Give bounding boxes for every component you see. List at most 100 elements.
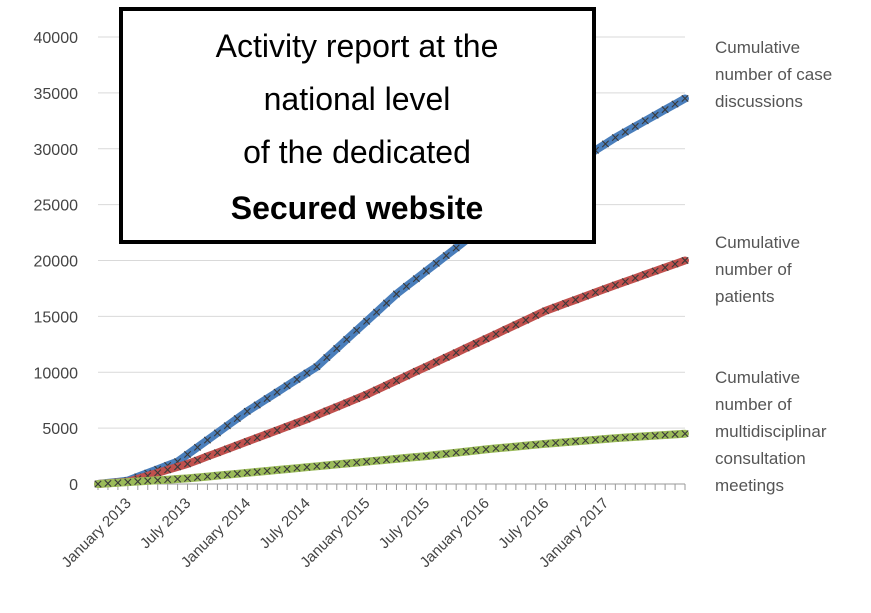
data-point — [621, 433, 629, 442]
data-point — [124, 478, 132, 486]
data-point — [193, 456, 202, 464]
data-point — [223, 422, 231, 430]
y-tick-label: 5000 — [42, 421, 78, 438]
data-point — [183, 474, 192, 483]
data-point — [661, 263, 669, 272]
series-line — [94, 429, 689, 488]
data-point — [273, 466, 281, 474]
series-label-line: consultation — [715, 449, 806, 468]
data-point — [372, 457, 381, 465]
data-point — [402, 372, 411, 380]
data-point — [193, 443, 202, 451]
data-point — [323, 461, 331, 469]
data-point — [552, 303, 560, 311]
data-point — [233, 414, 241, 423]
y-tick-label: 40000 — [34, 30, 79, 47]
series-3 — [94, 429, 689, 488]
data-point — [601, 435, 609, 443]
data-point — [422, 363, 430, 371]
data-point — [681, 430, 689, 438]
data-point — [154, 469, 162, 477]
data-point — [571, 296, 580, 304]
data-point — [611, 434, 619, 442]
data-point — [183, 460, 192, 468]
data-point — [651, 267, 659, 275]
data-point — [313, 462, 321, 470]
x-tick-label: January 2013 — [58, 495, 134, 571]
data-point — [353, 458, 361, 467]
data-point — [432, 451, 440, 459]
data-point — [601, 285, 609, 293]
data-point — [552, 439, 560, 447]
data-point — [442, 252, 450, 260]
data-point — [164, 466, 172, 474]
data-point — [154, 476, 162, 484]
data-point — [243, 469, 251, 477]
series-label-line: patients — [715, 287, 775, 306]
data-point — [532, 441, 540, 449]
data-point — [144, 477, 152, 485]
title-box-frame — [119, 7, 596, 244]
series-label-line: number of — [715, 260, 792, 279]
data-point — [333, 403, 341, 411]
data-point — [631, 274, 639, 282]
data-point — [134, 477, 142, 486]
data-point — [432, 358, 440, 366]
data-point — [542, 440, 550, 448]
data-point — [621, 128, 629, 136]
data-point — [303, 369, 311, 377]
data-point — [363, 458, 371, 466]
data-point — [283, 382, 291, 390]
data-point — [372, 308, 381, 316]
data-point — [412, 367, 420, 375]
data-point — [104, 479, 112, 487]
data-point — [591, 436, 600, 444]
series-label-line: number of case — [715, 65, 832, 84]
series-label-line: Cumulative — [715, 368, 800, 387]
data-point — [442, 450, 450, 458]
data-point — [571, 437, 580, 445]
data-point — [392, 377, 401, 385]
data-point — [323, 407, 331, 415]
data-point — [253, 468, 261, 476]
data-point — [611, 133, 619, 142]
data-point — [223, 445, 231, 453]
data-point — [512, 442, 520, 451]
data-point — [472, 339, 480, 347]
data-point — [273, 388, 281, 396]
data-point — [174, 475, 182, 483]
data-point — [422, 452, 430, 460]
data-point — [402, 454, 411, 462]
title-line-3: of the dedicated — [243, 134, 471, 170]
data-point — [343, 335, 351, 344]
data-point — [333, 344, 341, 353]
data-point — [343, 459, 351, 468]
data-point — [283, 423, 291, 431]
data-point — [213, 429, 221, 437]
data-point — [253, 434, 261, 442]
data-point — [641, 117, 649, 125]
data-point — [671, 260, 679, 268]
y-tick-label: 20000 — [34, 254, 79, 271]
data-point — [472, 446, 480, 455]
y-tick-label: 30000 — [34, 142, 79, 159]
data-point — [313, 363, 321, 371]
data-point — [313, 411, 321, 419]
data-point — [283, 465, 291, 473]
title-line-1: Activity report at the — [216, 28, 499, 64]
data-point — [432, 259, 440, 267]
data-point — [382, 456, 391, 464]
data-point — [372, 386, 381, 394]
data-point — [233, 470, 241, 478]
data-point — [581, 436, 590, 445]
data-point — [243, 407, 251, 415]
y-tick-label: 0 — [69, 477, 78, 494]
data-point — [263, 467, 271, 475]
data-point — [343, 399, 351, 407]
data-point — [213, 472, 221, 480]
y-tick-label: 10000 — [34, 365, 79, 382]
data-point — [392, 290, 401, 298]
data-point — [462, 448, 470, 456]
data-point — [253, 401, 261, 409]
